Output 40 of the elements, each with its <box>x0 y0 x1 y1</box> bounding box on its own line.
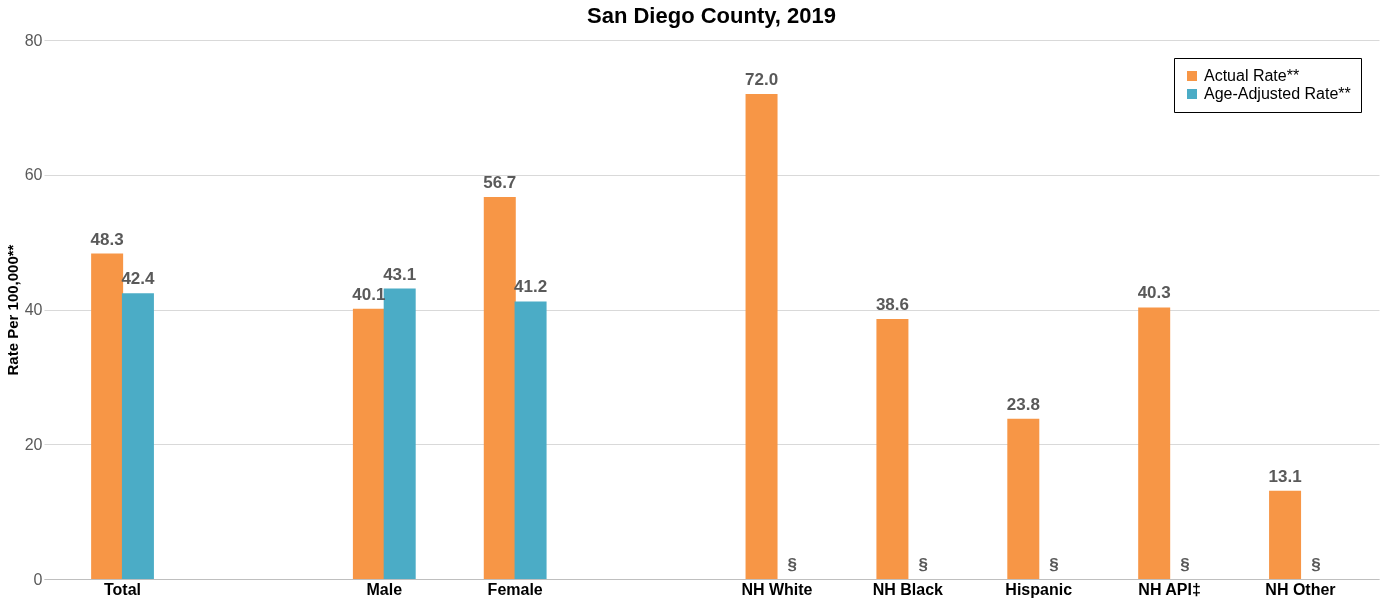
x-tick-label: Hispanic <box>1005 580 1073 598</box>
legend-label: Age-Adjusted Rate** <box>1204 85 1351 102</box>
y-axis-title: Rate Per 100,000** <box>3 244 21 376</box>
data-label: 43.1 <box>383 264 417 284</box>
data-label: 23.8 <box>1006 394 1040 414</box>
y-tick-label: 80 <box>24 31 43 49</box>
bar <box>1269 490 1302 579</box>
data-label: 38.6 <box>875 294 909 314</box>
bar <box>745 93 778 579</box>
text: § <box>787 555 798 574</box>
data-label: 56.7 <box>483 172 517 192</box>
y-tick-label: 0 <box>33 570 43 588</box>
bar <box>352 308 385 579</box>
x-tick-label: Total <box>104 580 142 598</box>
text: § <box>1049 555 1059 574</box>
bar <box>1007 418 1040 579</box>
y-tick-label: 20 <box>24 435 43 453</box>
bar <box>1138 307 1171 579</box>
bar <box>383 288 416 579</box>
y-tick-label: 40 <box>24 301 43 318</box>
text: § <box>1311 555 1321 574</box>
x-tick-label: NH White <box>741 580 813 598</box>
x-tick-label: NH Other <box>1265 580 1336 598</box>
x-tick-label: NH API‡ <box>1138 580 1201 598</box>
x-tick-label: Male <box>366 580 403 598</box>
bar <box>121 293 154 579</box>
y-tick-label: 60 <box>24 166 43 184</box>
bar <box>483 196 516 579</box>
data-label: 72.0 <box>745 69 779 89</box>
x-tick-label: Female <box>487 580 543 598</box>
x-tick-label: NH Black <box>872 580 944 598</box>
chart-title: San Diego County, 2019 <box>587 3 836 28</box>
legend-label: Actual Rate** <box>1204 67 1300 84</box>
text: § <box>918 555 928 574</box>
text: § <box>1180 555 1190 574</box>
data-label: 48.3 <box>90 229 124 249</box>
data-label: 13.1 <box>1268 466 1302 486</box>
bar <box>514 301 547 579</box>
data-label: 40.3 <box>1137 283 1171 303</box>
bar <box>876 318 909 579</box>
